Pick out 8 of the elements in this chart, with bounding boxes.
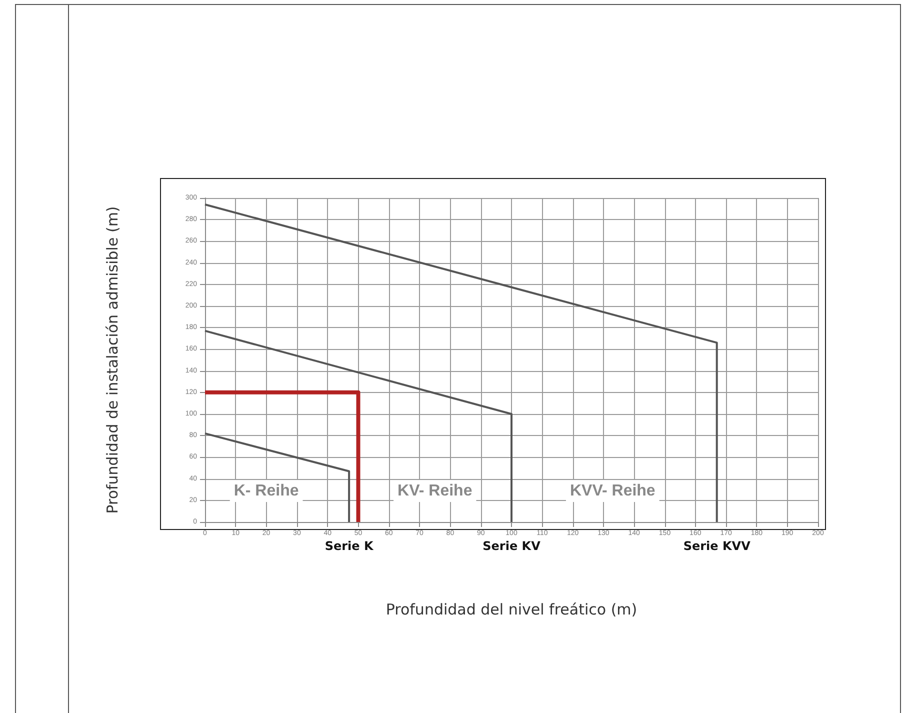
annotation: Serie KVV: [683, 539, 752, 553]
annotation: Serie K: [324, 539, 374, 553]
annotation: KVV- Reihe: [570, 482, 656, 500]
annotation: K- Reihe: [234, 482, 299, 500]
x-axis-title: Profundidad del nivel freático (m): [386, 600, 638, 618]
y-axis-title: Profundidad de instalación admisible (m): [104, 206, 122, 514]
annotation: Serie KV: [482, 539, 542, 553]
annotation: KV- Reihe: [398, 482, 472, 500]
